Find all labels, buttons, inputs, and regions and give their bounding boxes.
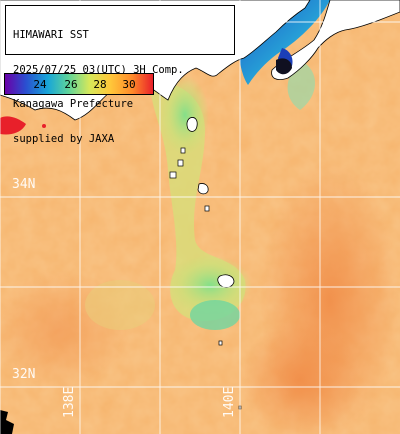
title-line-region: Kanagawa Prefecture bbox=[13, 98, 134, 110]
title-line-supplier: supplied by JAXA bbox=[13, 132, 115, 145]
lon-label-140e: 140E bbox=[222, 386, 237, 418]
warm-coastal-patch bbox=[0, 116, 26, 135]
lon-label-138e: 138E bbox=[62, 386, 77, 418]
title-line-datetime: 2025/07/25 03(UTC) 3H Comp. bbox=[13, 63, 184, 76]
legend-label-30: 30 bbox=[122, 78, 136, 91]
cool-water-patch-west bbox=[85, 280, 155, 330]
aogashima-island bbox=[218, 340, 223, 346]
boso-peninsula bbox=[271, 0, 400, 80]
niijima-island bbox=[177, 159, 184, 167]
cool-water-patch-central bbox=[168, 255, 252, 315]
shikinejima-island bbox=[169, 171, 177, 179]
title-line-product: HIMAWARI SST bbox=[13, 29, 89, 41]
warm-water-region-southeast bbox=[240, 320, 360, 434]
toshima-island bbox=[180, 147, 186, 154]
temperature-legend: 24 26 28 30 bbox=[4, 73, 154, 95]
legend-label-28: 28 bbox=[93, 78, 107, 91]
hachijojima-island bbox=[217, 274, 235, 288]
legend-label-24: 24 bbox=[33, 78, 47, 91]
lat-label-32n: 32N bbox=[12, 367, 36, 382]
izu-oshima-island bbox=[186, 117, 198, 132]
map-title-box: HIMAWARI SST 2025/07/25 03(UTC) 3H Comp.… bbox=[5, 5, 235, 144]
cool-water-patch-north bbox=[161, 75, 209, 155]
no-data-corner bbox=[0, 410, 14, 434]
bay-dark-patch bbox=[276, 58, 292, 75]
legend-label-26: 26 bbox=[64, 78, 78, 91]
mikurajima-island bbox=[204, 205, 210, 212]
miyakejima-island bbox=[197, 183, 209, 195]
lat-label-34n: 34N bbox=[12, 177, 36, 192]
cool-water-patch-south bbox=[190, 300, 240, 330]
warm-coastal-spot bbox=[42, 124, 46, 128]
